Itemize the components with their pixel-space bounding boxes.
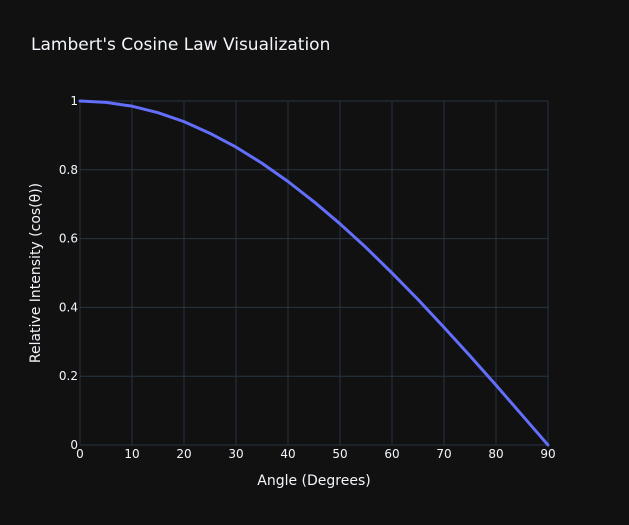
x-tick-label: 30 xyxy=(228,447,243,461)
x-axis-title: Angle (Degrees) xyxy=(257,473,370,489)
series-line xyxy=(78,99,550,447)
x-tick-label: 50 xyxy=(332,447,347,461)
y-axis-title: Relative Intensity (cos(θ)) xyxy=(28,183,44,363)
grid xyxy=(79,100,549,446)
y-tick-label: 0.6 xyxy=(59,232,78,246)
y-tick-labels: 0 0.2 0.4 0.6 0.8 1 xyxy=(59,94,78,452)
y-tick-label: 1 xyxy=(70,94,78,108)
y-tick-label: 0 xyxy=(70,438,78,452)
x-tick-label: 40 xyxy=(280,447,295,461)
x-tick-label: 10 xyxy=(124,447,139,461)
y-tick-label: 0.8 xyxy=(59,163,78,177)
chart-title: Lambert's Cosine Law Visualization xyxy=(31,35,330,55)
series-layer xyxy=(78,99,550,447)
x-tick-label: 90 xyxy=(540,447,555,461)
x-tick-label: 70 xyxy=(436,447,451,461)
x-tick-label: 20 xyxy=(176,447,191,461)
x-tick-labels: 0 10 20 30 40 50 60 70 80 90 xyxy=(76,447,555,461)
y-tick-label: 0.4 xyxy=(59,300,78,314)
y-tick-label: 0.2 xyxy=(59,369,78,383)
x-tick-label: 80 xyxy=(488,447,503,461)
x-tick-label: 60 xyxy=(384,447,399,461)
x-tick-label: 0 xyxy=(76,447,84,461)
